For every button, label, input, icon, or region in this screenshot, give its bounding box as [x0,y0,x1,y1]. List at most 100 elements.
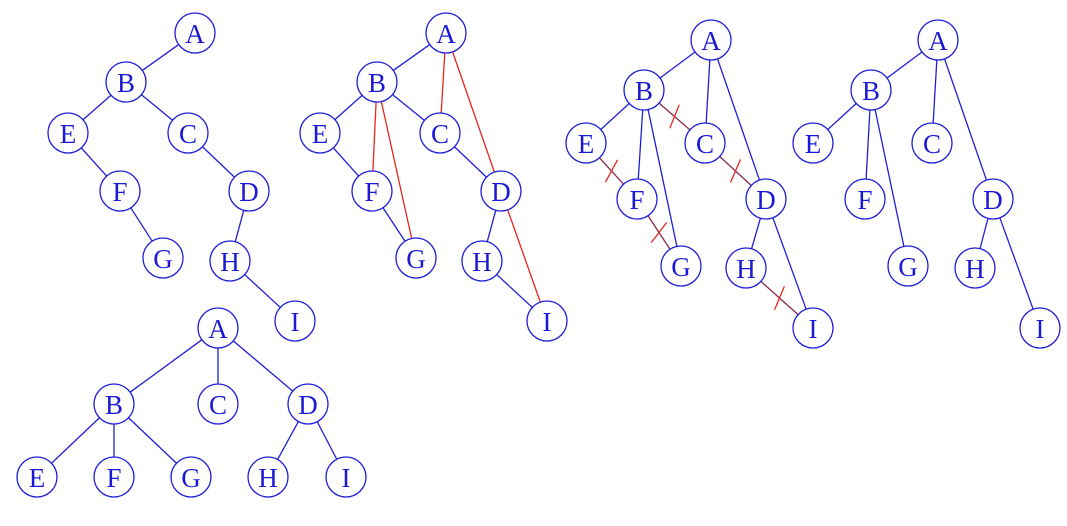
node-label-G: G [181,463,201,493]
tree-node-B: B [623,69,665,111]
tree-node-D: D [972,178,1014,220]
step3-remove-sibling-links-panel: A B E C F D G H I [565,19,834,349]
tree-node-G: G [142,237,184,279]
tree-node-D: D [480,170,522,212]
tree-node-G: G [887,245,929,287]
edge-B-C [141,94,173,121]
node-label-E: E [29,463,46,493]
node-circle [299,112,341,154]
node-circle [105,61,147,103]
node-circle [395,237,437,279]
node-label-C: C [431,119,449,149]
tree-node-F: F [616,178,658,220]
tree-node-B: B [93,383,135,425]
node-label-C: C [209,390,227,420]
node-label-G: G [671,252,691,282]
edge-D-H [486,210,497,242]
tree-node-D: D [745,178,787,220]
tree-node-F: F [844,178,886,220]
node-circle [16,456,58,498]
node-circle [47,112,89,154]
node-circle [725,247,767,289]
edge-A-C [932,59,938,124]
node-label-C: C [179,119,197,149]
edge-D-I [316,421,338,460]
node-label-E: E [578,129,595,159]
edge-F-G [382,207,406,242]
tree-node-C: C [911,122,953,164]
node-label-F: F [629,185,644,215]
node-label-B: B [105,390,123,420]
node-label-D: D [491,177,511,207]
edge-E-F [332,147,360,177]
tree-node-I: I [274,300,316,342]
cross-mark-C-D [729,159,742,183]
step4-after-removal-panel: A B E C F D G H I [792,19,1061,349]
tree-node-A: A [425,12,467,54]
node-circle [887,245,929,287]
node-circle [356,61,398,103]
node-circle [351,170,393,212]
node-label-F: F [112,177,127,207]
edge-B-F [865,109,871,180]
edge-A-C [705,59,711,124]
node-circle [209,240,251,282]
tree-node-E: E [16,456,58,498]
node-circle [93,383,135,425]
cross-mark-H-I [774,286,785,310]
node-label-I: I [543,307,552,337]
edge-B-C [392,94,425,121]
node-label-F: F [106,463,121,493]
node-circle [99,170,141,212]
node-circle [167,112,209,154]
node-label-C: C [923,129,941,159]
node-circle [1019,307,1061,349]
tree-node-D: D [228,170,270,212]
tree-node-E: E [565,122,607,164]
node-circle [480,170,522,212]
tree-node-C: C [419,112,461,154]
step1-binary-tree-panel: A B E C F D G H I [47,12,316,342]
node-label-A: A [208,314,228,344]
tree-node-E: E [47,112,89,154]
tree-node-H: H [247,456,289,498]
edge-D-H [750,218,762,249]
node-label-D: D [756,185,776,215]
tree-node-A: A [690,19,732,61]
node-label-A: A [436,19,456,49]
node-label-E: E [805,129,822,159]
edge-B-F [637,109,644,180]
edge-A-D [716,58,761,181]
node-label-D: D [239,177,259,207]
node-circle [197,383,239,425]
edge-A-C-added [440,52,446,114]
node-label-B: B [368,68,386,98]
edge-A-B [392,44,431,71]
step3-remove-sibling-links-edges [598,51,807,316]
node-label-G: G [898,252,918,282]
node-circle [228,170,270,212]
tree-node-I: I [1019,307,1061,349]
step1-binary-tree-edges [80,44,281,308]
node-circle [660,245,702,287]
tree-node-E: E [792,122,834,164]
node-circle [170,456,212,498]
edge-D-H [979,218,989,249]
tree-node-E: E [299,112,341,154]
node-label-I: I [291,307,300,337]
edge-A-D-added [451,51,496,173]
tree-node-G: G [395,237,437,279]
tree-node-A: A [917,19,959,61]
edge-B-E [600,103,630,130]
node-circle [287,383,329,425]
tree-node-D: D [287,383,329,425]
cross-mark-F-G [650,222,668,243]
edge-C-D [454,146,487,178]
node-label-H: H [258,463,278,493]
edge-B-G [647,109,678,247]
step5-general-tree-edges [51,339,338,464]
node-label-B: B [862,76,880,106]
tree-node-H: H [461,240,503,282]
node-circle [274,300,316,342]
edge-D-I-added [507,209,541,303]
